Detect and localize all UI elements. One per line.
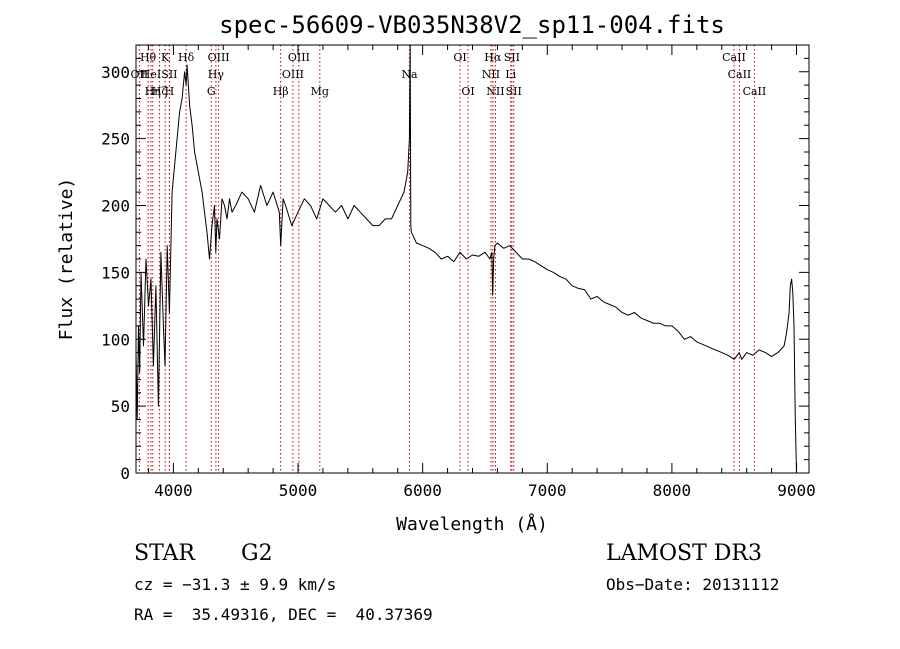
line-marker-label: Hδ xyxy=(178,51,195,64)
line-marker-label: Mg xyxy=(311,85,329,98)
y-tick-label: 200 xyxy=(101,197,130,216)
y-axis-label: Flux (relative) xyxy=(56,178,77,341)
line-marker-label: Hθ xyxy=(140,51,157,64)
x-tick-label: 6000 xyxy=(403,481,442,500)
object-subclass: G2 xyxy=(241,541,273,566)
x-axis-label: Wavelength (Å) xyxy=(396,513,548,535)
line-marker-label: OI xyxy=(461,85,474,98)
x-axis: 4000 5000 6000 7000 8000 9000 xyxy=(147,45,816,500)
line-marker-label: OI xyxy=(453,51,466,64)
y-tick-label: 100 xyxy=(101,330,130,349)
y-tick-label: 300 xyxy=(101,63,130,82)
sky-coordinates: RA = 35.49316, DEC = 40.37369 xyxy=(134,605,433,624)
line-marker-label: SII xyxy=(161,68,177,81)
line-marker-label: CaII xyxy=(728,68,752,81)
spectrum-line xyxy=(135,44,797,474)
line-marker-label: HeI xyxy=(141,68,161,81)
line-marker-label: Hη xyxy=(145,85,161,98)
line-marker-label: NII xyxy=(482,68,500,81)
x-tick-label: 4000 xyxy=(154,481,193,500)
x-tick-label: 7000 xyxy=(528,481,567,500)
survey-name: LAMOST DR3 xyxy=(606,541,762,566)
redshift-cz: cz = −31.3 ± 9.9 km/s xyxy=(134,575,336,594)
line-marker-label: Hγ xyxy=(208,68,225,81)
line-marker-label: OIII xyxy=(288,51,310,64)
line-marker-label: G xyxy=(207,85,216,98)
x-tick-label: 8000 xyxy=(653,481,692,500)
x-tick-label: 5000 xyxy=(279,481,318,500)
y-tick-label: 0 xyxy=(120,464,130,483)
observation-date: Obs−Date: 20131112 xyxy=(606,575,779,594)
line-marker-label: OIII xyxy=(208,51,230,64)
y-axis: 0 50 100 150 200 250 300 xyxy=(101,57,809,483)
line-marker-label: OIII xyxy=(282,68,304,81)
plot-frame xyxy=(135,44,810,474)
y-tick-label: 150 xyxy=(101,263,130,282)
line-marker-label: NII xyxy=(486,85,504,98)
chart-title: spec-56609-VB035N38V2_sp11-004.fits xyxy=(219,11,725,39)
line-marker-label: Hβ xyxy=(273,85,289,98)
line-marker-label: H xyxy=(165,85,175,98)
x-tick-label: 9000 xyxy=(777,481,816,500)
y-tick-label: 50 xyxy=(111,397,130,416)
line-marker-label: SII xyxy=(504,51,520,64)
line-marker-label: K xyxy=(161,51,170,64)
object-class: STAR xyxy=(134,541,196,566)
line-marker-label: Hα xyxy=(484,51,502,64)
line-marker-label: CaII xyxy=(722,51,746,64)
line-marker-label: Hζ xyxy=(152,85,168,98)
line-marker-label: CaII xyxy=(743,85,767,98)
line-marker-label: Li xyxy=(505,68,516,81)
line-marker-label: SII xyxy=(506,85,522,98)
y-tick-label: 250 xyxy=(101,130,130,149)
line-markers xyxy=(138,45,755,473)
